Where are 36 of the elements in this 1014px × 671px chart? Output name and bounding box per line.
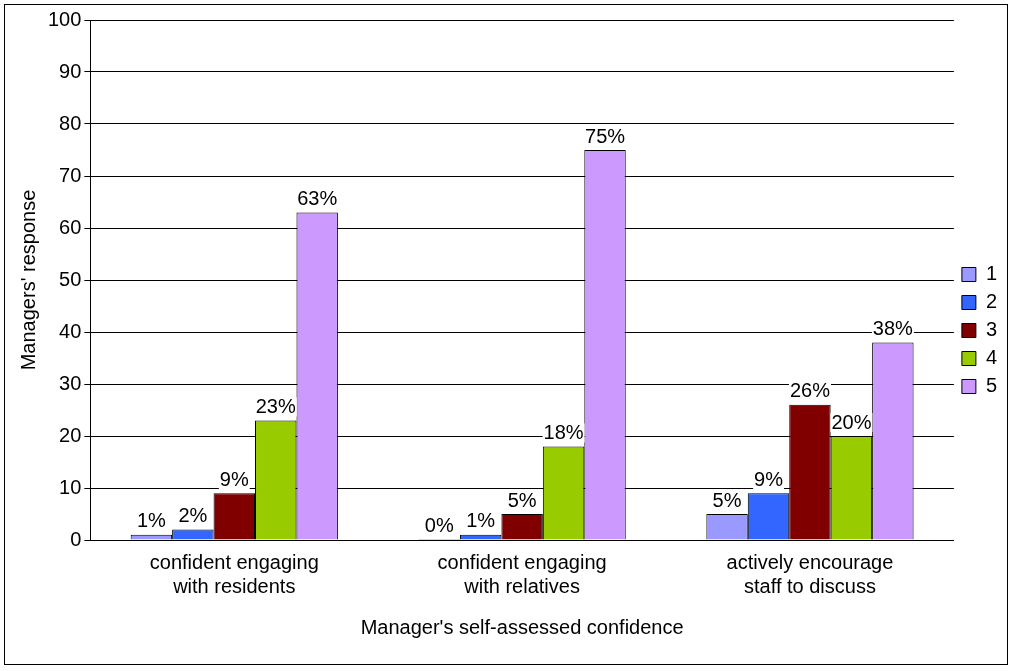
- data-label: 18%: [543, 420, 584, 443]
- y-axis-title: Managers' response: [16, 189, 39, 371]
- legend-label: 1: [985, 262, 997, 285]
- data-label: 26%: [789, 379, 831, 402]
- data-label: 63%: [297, 186, 338, 209]
- y-tick-label: 20: [59, 423, 82, 446]
- data-label: 23%: [255, 394, 296, 417]
- data-label: 75%: [585, 124, 626, 147]
- data-label: 5%: [507, 488, 537, 511]
- data-label: 38%: [872, 316, 914, 339]
- data-label: 9%: [219, 467, 249, 490]
- y-tick-label: 30: [59, 371, 82, 394]
- y-tick-label: 100: [47, 7, 82, 30]
- y-tick-label: 60: [59, 215, 82, 238]
- data-label: 9%: [754, 467, 784, 490]
- data-label: 1%: [136, 509, 167, 532]
- y-tick-label: 90: [59, 59, 82, 82]
- legend-label: 3: [985, 318, 997, 341]
- data-label: 2%: [178, 504, 208, 527]
- legend-label: 5: [985, 374, 997, 397]
- legend-label: 2: [985, 290, 997, 313]
- x-tick-label: actively encourage staff to discuss: [726, 550, 894, 597]
- x-tick-label: confident engaging with relatives: [437, 550, 607, 597]
- x-tick-label: confident engaging with residents: [149, 550, 319, 597]
- y-tick-label: 0: [70, 527, 82, 550]
- y-tick-label: 70: [59, 163, 82, 186]
- y-tick-label: 40: [59, 319, 82, 342]
- x-axis-title: Manager's self-assessed confidence: [360, 615, 684, 638]
- data-label: 5%: [712, 488, 742, 511]
- y-tick-label: 10: [59, 475, 82, 498]
- y-tick-label: 80: [59, 111, 82, 134]
- y-tick-label: 50: [59, 267, 82, 290]
- data-label: 0%: [424, 513, 454, 536]
- legend-label: 4: [985, 346, 997, 369]
- data-label: 20%: [831, 410, 872, 433]
- data-label: 1%: [466, 509, 496, 532]
